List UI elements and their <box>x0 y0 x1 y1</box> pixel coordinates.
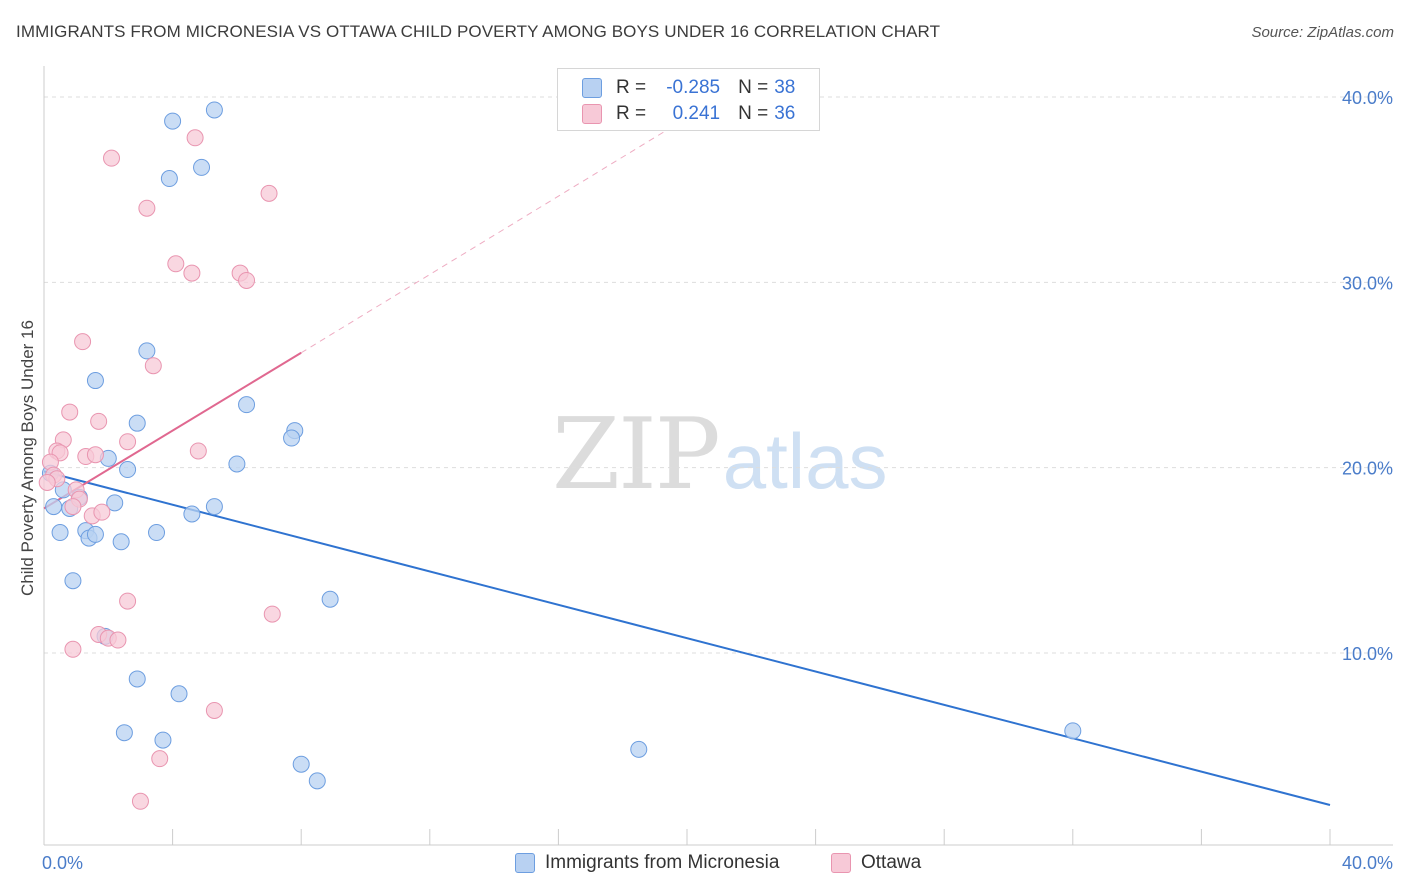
x-tick-label: 0.0% <box>42 853 83 873</box>
point-ottawa <box>119 592 137 610</box>
point-ottawa <box>205 701 223 719</box>
point-ottawa <box>189 442 207 460</box>
axes <box>43 66 1393 846</box>
point-ottawa <box>238 271 256 289</box>
legend-swatch-pink <box>582 104 602 124</box>
point-micronesia <box>164 112 182 130</box>
y-tick-label: 10.0% <box>1342 644 1393 664</box>
legend-r-value: 0.241 <box>672 103 721 124</box>
legend-n-label: N = <box>738 103 769 124</box>
point-ottawa <box>144 357 162 375</box>
grid-lines <box>44 96 1393 654</box>
point-ottawa <box>119 433 137 451</box>
point-micronesia <box>112 533 130 551</box>
legend-swatch-pink <box>831 853 851 873</box>
point-ottawa <box>260 184 278 202</box>
tick-labels: 10.0% 20.0% 30.0% 40.0% 0.0% 40.0% <box>42 88 1393 873</box>
legend-row-ottawa: R = 0.241 N = 36 <box>582 102 795 126</box>
point-ottawa <box>109 631 127 649</box>
point-micronesia <box>205 498 223 516</box>
stats-legend: R = -0.285 N = 38 R = 0.241 N = 36 <box>557 68 820 131</box>
point-ottawa <box>64 640 82 658</box>
point-micronesia <box>238 396 256 414</box>
legend-item-micronesia[interactable]: Immigrants from Micronesia <box>515 852 779 874</box>
y-axis-label: Child Poverty Among Boys Under 16 <box>18 320 37 596</box>
point-micronesia <box>115 724 133 742</box>
point-ottawa <box>186 129 204 147</box>
point-micronesia <box>160 170 178 188</box>
legend-swatch-blue <box>582 78 602 98</box>
point-micronesia <box>128 414 146 432</box>
legend-r-value: -0.285 <box>666 77 721 98</box>
chart-title: IMMIGRANTS FROM MICRONESIA VS OTTAWA CHI… <box>16 22 941 41</box>
x-tick-label: 40.0% <box>1342 853 1393 873</box>
point-ottawa <box>90 412 108 430</box>
series-legend: Immigrants from Micronesia Ottawa <box>0 852 1406 878</box>
point-ottawa <box>64 498 82 516</box>
trend-line-micronesia <box>43 470 1331 806</box>
point-ottawa <box>263 605 281 623</box>
point-ottawa <box>61 403 79 421</box>
point-ottawa <box>138 199 156 217</box>
point-micronesia <box>86 525 104 543</box>
trend-line-ottawa <box>43 351 302 510</box>
y-tick-label: 40.0% <box>1342 88 1393 108</box>
point-ottawa <box>86 446 104 464</box>
y-tick-label: 20.0% <box>1342 459 1393 479</box>
point-micronesia <box>119 461 137 479</box>
point-micronesia <box>183 505 201 523</box>
point-micronesia <box>1064 722 1082 740</box>
point-ottawa <box>103 149 121 167</box>
trend-lines <box>43 119 1331 806</box>
point-micronesia <box>630 740 648 758</box>
legend-row-micronesia: R = -0.285 N = 38 <box>582 76 795 100</box>
point-micronesia <box>64 572 82 590</box>
point-micronesia <box>138 342 156 360</box>
point-micronesia <box>228 455 246 473</box>
legend-n-value: 36 <box>774 103 796 124</box>
point-micronesia <box>45 498 63 516</box>
data-points <box>38 101 1082 810</box>
legend-n-label: N = <box>738 77 769 98</box>
y-tick-label: 30.0% <box>1342 273 1393 293</box>
point-ottawa <box>183 264 201 282</box>
point-ottawa <box>151 750 169 768</box>
point-micronesia <box>51 524 69 542</box>
point-micronesia <box>205 101 223 119</box>
legend-r-label: R = <box>616 103 647 124</box>
legend-item-ottawa[interactable]: Ottawa <box>831 852 921 874</box>
point-micronesia <box>86 372 104 390</box>
point-ottawa <box>74 333 92 351</box>
point-micronesia <box>106 494 124 512</box>
point-micronesia <box>170 685 188 703</box>
point-ottawa <box>131 792 149 810</box>
point-micronesia <box>283 429 301 447</box>
point-micronesia <box>148 524 166 542</box>
trend-extension-ottawa <box>300 119 684 354</box>
point-micronesia <box>321 590 339 608</box>
point-micronesia <box>292 755 310 773</box>
legend-n-value: 38 <box>774 77 796 98</box>
point-ottawa <box>93 503 111 521</box>
source-label: Source: ZipAtlas.com <box>1251 24 1394 41</box>
legend-label-ottawa: Ottawa <box>861 852 922 873</box>
point-ottawa <box>38 473 56 491</box>
point-micronesia <box>193 158 211 176</box>
point-micronesia <box>128 670 146 688</box>
point-micronesia <box>154 731 172 749</box>
point-ottawa <box>167 255 185 273</box>
point-micronesia <box>308 772 326 790</box>
legend-label-micronesia: Immigrants from Micronesia <box>545 852 780 873</box>
legend-swatch-blue <box>515 853 535 873</box>
legend-r-label: R = <box>616 77 647 98</box>
